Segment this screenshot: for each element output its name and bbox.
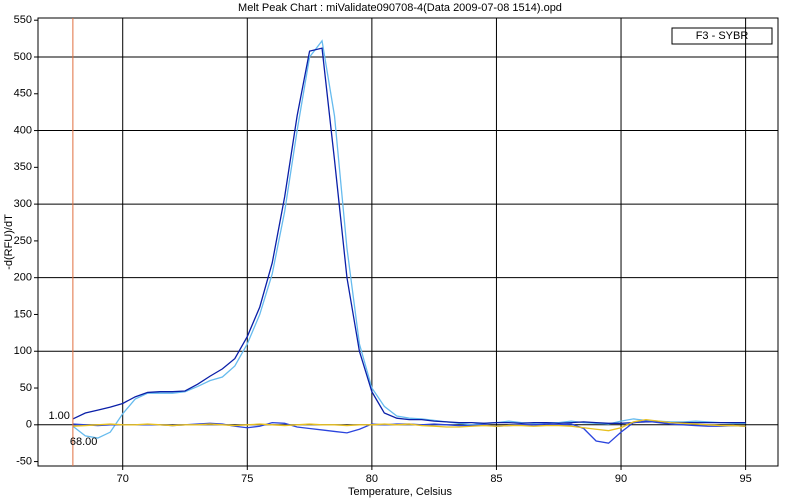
cursor-x-label: 68.00 — [70, 436, 98, 448]
y-tick-label: -50 — [16, 455, 32, 467]
x-tick-label: 85 — [490, 473, 502, 485]
y-tick-label: 250 — [14, 235, 32, 247]
legend-label: F3 - SYBR — [696, 30, 749, 42]
y-tick-label: 150 — [14, 308, 32, 320]
x-tick-label: 80 — [366, 473, 378, 485]
series-line — [72, 39, 746, 439]
x-tick-label: 90 — [615, 473, 627, 485]
x-tick-label: 70 — [117, 473, 129, 485]
x-tick-label: 95 — [739, 473, 751, 485]
cursor-y-label: 1.00 — [48, 410, 69, 422]
y-tick-label: 350 — [14, 161, 32, 173]
y-tick-label: 400 — [14, 124, 32, 136]
plot-area — [37, 17, 779, 467]
chart-title: Melt Peak Chart : miValidate090708-4(Dat… — [238, 2, 562, 14]
y-axis-label: -d(RFU)/dT — [3, 214, 15, 270]
x-tick-label: 75 — [241, 473, 253, 485]
y-tick-label: 100 — [14, 345, 32, 357]
y-tick-label: 450 — [14, 88, 32, 100]
y-tick-label: 300 — [14, 198, 32, 210]
y-tick-label: 50 — [20, 382, 32, 394]
legend-box — [671, 27, 773, 45]
y-tick-label: 550 — [14, 14, 32, 26]
x-axis-label: Temperature, Celsius — [348, 486, 452, 498]
y-tick-label: 500 — [14, 51, 32, 63]
y-tick-label: 200 — [14, 272, 32, 284]
y-tick-label: 0 — [26, 419, 32, 431]
series-line — [72, 419, 746, 432]
